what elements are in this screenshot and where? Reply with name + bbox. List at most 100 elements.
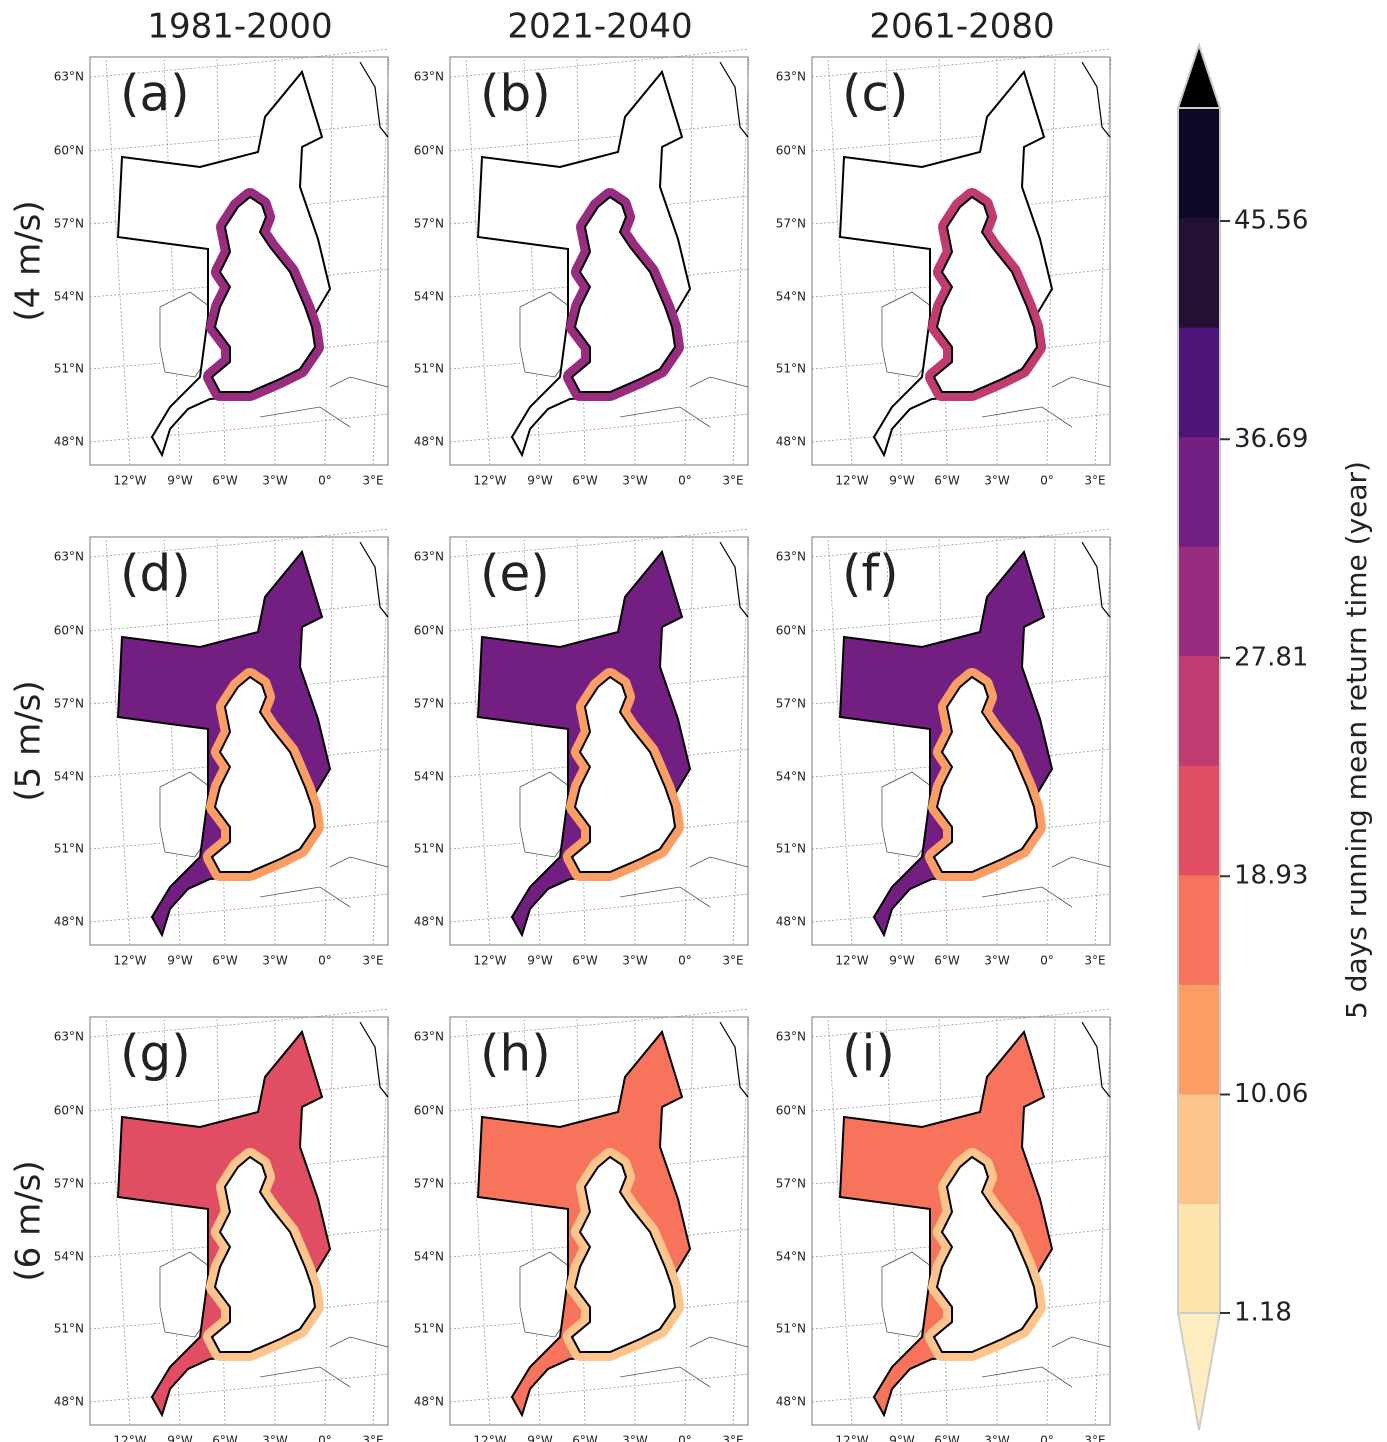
colorbar-label: 5 days running mean return time (year) [1340, 461, 1373, 1019]
graticule [811, 1008, 1111, 1038]
map-panel: (d) 63°N 60°N 57°N 54°N 51°N 48°N 12°W 9°W 6°W 3°W… [54, 528, 390, 968]
great-britain [210, 195, 317, 393]
graticule [811, 268, 1111, 298]
lon-label: 0° [678, 954, 692, 968]
graticule [1046, 56, 1056, 466]
graticule [449, 602, 749, 632]
europe-coast [259, 856, 389, 908]
lat-label: 48°N [776, 435, 806, 449]
lon-label: 0° [318, 1434, 332, 1442]
lat-label: 51°N [54, 362, 84, 376]
graticule [449, 340, 749, 370]
colorbar-band [1178, 546, 1220, 657]
graticule [89, 413, 389, 443]
graticule [89, 195, 389, 225]
lat-label: 60°N [776, 144, 806, 158]
lat-label: 63°N [54, 550, 84, 564]
graticule [811, 748, 1111, 778]
lat-label: 57°N [54, 1177, 84, 1191]
colorbar-band [1178, 108, 1220, 219]
graticule [89, 893, 389, 923]
graticule [372, 56, 390, 466]
lat-label: 63°N [414, 550, 444, 564]
graticule [324, 1016, 334, 1426]
graticule [449, 1082, 749, 1112]
graticule [811, 1373, 1111, 1403]
lon-label: 12°W [835, 954, 868, 968]
lat-label: 51°N [414, 362, 444, 376]
colorbar-tick-label: 27.81 [1234, 642, 1308, 672]
lat-label: 54°N [776, 290, 806, 304]
lon-label: 6°W [212, 1434, 238, 1442]
lon-label: 3°E [1084, 1434, 1105, 1442]
lon-label: 9°W [527, 954, 553, 968]
graticule [885, 1016, 903, 1426]
graticule [811, 1228, 1111, 1258]
map-panel: (a) 63°N 60°N 57°N 54°N 51°N 48°N 12°W 9°W 6°W 3°W… [54, 48, 390, 488]
lon-label: 3°E [1084, 474, 1105, 488]
panel-label: (f) [842, 545, 899, 603]
colorbar-band [1178, 436, 1220, 547]
lat-label: 48°N [54, 1395, 84, 1409]
graticule [89, 675, 389, 705]
panel-label: (c) [842, 65, 909, 123]
graticule [811, 195, 1111, 225]
lat-label: 48°N [776, 1395, 806, 1409]
graticule [89, 528, 389, 558]
lat-label: 54°N [54, 290, 84, 304]
lat-label: 60°N [414, 624, 444, 638]
graticule [89, 340, 389, 370]
graticule [449, 1155, 749, 1185]
lat-label: 57°N [54, 697, 84, 711]
lon-label: 3°W [622, 1434, 648, 1442]
europe-coast [981, 1336, 1111, 1388]
colorbar-band [1178, 1093, 1220, 1204]
graticule [811, 413, 1111, 443]
norway-coast [359, 541, 389, 618]
graticule [449, 1008, 749, 1038]
europe-coast [981, 856, 1111, 908]
lat-label: 63°N [776, 550, 806, 564]
norway-coast [1081, 1021, 1111, 1098]
map-panel: (h) 63°N 60°N 57°N 54°N 51°N 48°N 12°W 9°W 6°W 3°W… [414, 1008, 750, 1442]
colorbar-band [1178, 655, 1220, 766]
lat-label: 60°N [54, 1104, 84, 1118]
norway-coast [359, 1021, 389, 1098]
map-panel: (i) 63°N 60°N 57°N 54°N 51°N 48°N 12°W 9°W 6°W 3°W… [776, 1008, 1112, 1442]
colorbar-extend [1176, 1312, 1222, 1431]
lat-label: 48°N [414, 915, 444, 929]
lat-label: 57°N [414, 217, 444, 231]
graticule [465, 1016, 491, 1426]
graticule [827, 56, 853, 466]
europe-coast [259, 1336, 389, 1388]
lon-label: 3°W [622, 954, 648, 968]
graticule [89, 122, 389, 152]
graticule [89, 1155, 389, 1185]
lon-label: 0° [1040, 954, 1054, 968]
lon-label: 6°W [572, 474, 598, 488]
lat-label: 57°N [414, 1177, 444, 1191]
lon-label: 9°W [167, 954, 193, 968]
graticule [732, 536, 750, 946]
graticule [163, 536, 181, 946]
graticule [89, 602, 389, 632]
graticule [811, 820, 1111, 850]
map-panel: (f) 63°N 60°N 57°N 54°N 51°N 48°N 12°W 9°W 6°W 3°W… [776, 528, 1112, 968]
lon-label: 6°W [572, 954, 598, 968]
graticule [827, 1016, 853, 1426]
graticule [1094, 56, 1112, 466]
lon-label: 3°W [984, 1434, 1010, 1442]
lon-label: 12°W [473, 474, 506, 488]
lat-label: 63°N [776, 70, 806, 84]
graticule [163, 1016, 181, 1426]
lon-label: 6°W [212, 954, 238, 968]
colorbar-band [1178, 874, 1220, 985]
graticule [811, 1155, 1111, 1185]
colorbar-extend [1176, 41, 1222, 109]
graticule [449, 268, 749, 298]
graticule [449, 748, 749, 778]
graticule [372, 1016, 390, 1426]
graticule [811, 893, 1111, 923]
lon-label: 3°E [362, 1434, 383, 1442]
